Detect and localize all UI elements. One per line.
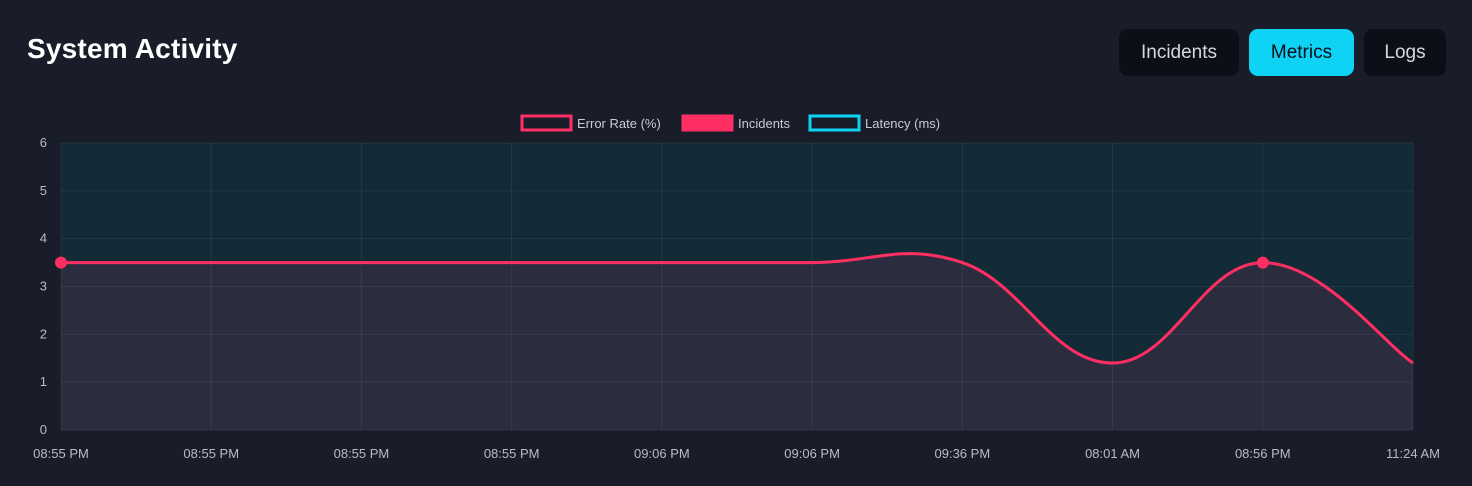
view-tabs: Incidents Metrics Logs — [1119, 29, 1446, 76]
x-tick-label: 09:06 PM — [634, 446, 690, 461]
x-tick-label: 09:36 PM — [935, 446, 991, 461]
x-tick-label: 08:55 PM — [484, 446, 540, 461]
y-tick-label: 2 — [40, 326, 47, 341]
legend-latency-swatch — [808, 114, 861, 132]
tab-incidents[interactable]: Incidents — [1119, 29, 1239, 76]
y-tick-label: 1 — [40, 374, 47, 389]
x-tick-label: 08:01 AM — [1085, 446, 1140, 461]
error-rate-point[interactable] — [55, 256, 67, 269]
error-rate-line — [61, 252, 1414, 365]
y-tick-label: 5 — [40, 183, 47, 198]
x-tick-label: 11:24 AM — [1386, 446, 1440, 461]
x-tick-label: 08:55 PM — [334, 446, 390, 461]
legend-error-rate-label: Error Rate (%) — [577, 116, 661, 131]
x-tick-label: 08:56 PM — [1235, 446, 1291, 461]
tab-metrics[interactable]: Metrics — [1249, 29, 1354, 76]
y-tick-label: 4 — [40, 231, 47, 246]
x-tick-label: 08:55 PM — [33, 446, 89, 461]
y-tick-label: 0 — [40, 422, 47, 437]
x-tick-label: 09:06 PM — [784, 446, 840, 461]
legend-incidents-swatch — [681, 114, 734, 132]
incidents-area — [61, 253, 1413, 430]
tab-logs[interactable]: Logs — [1364, 29, 1446, 76]
legend-incidents-label: Incidents — [738, 116, 791, 131]
x-tick-label: 08:55 PM — [183, 446, 239, 461]
legend-error-rate-swatch — [520, 114, 573, 132]
page-title: System Activity — [27, 33, 238, 64]
y-tick-label: 3 — [40, 279, 47, 294]
error-rate-point[interactable] — [1256, 256, 1269, 269]
legend-latency-label: Latency (ms) — [865, 116, 940, 131]
y-tick-label: 6 — [40, 135, 47, 150]
